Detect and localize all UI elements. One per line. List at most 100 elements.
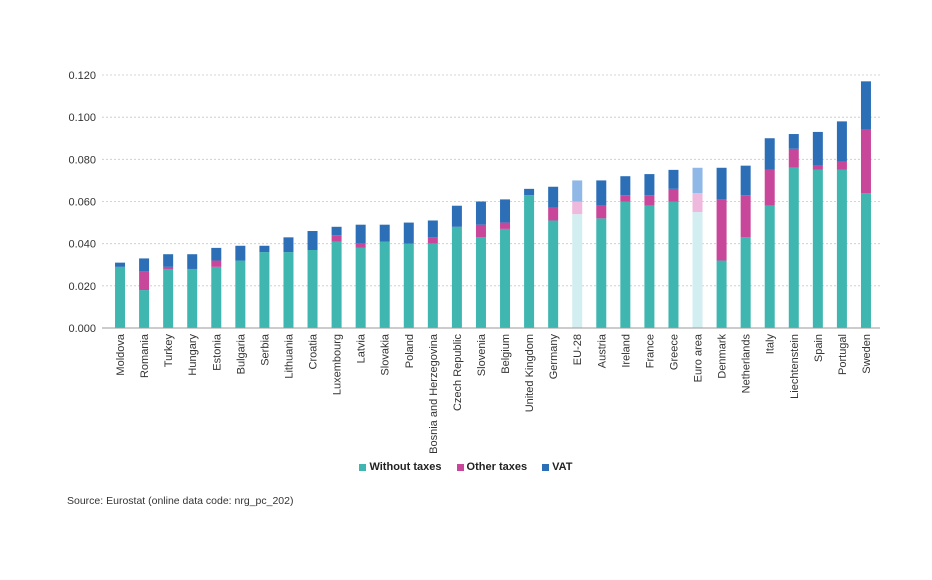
bar-stack xyxy=(596,180,607,328)
bar-segment xyxy=(788,167,799,328)
x-tick-label: Belgium xyxy=(500,334,512,374)
bar-segment xyxy=(403,243,414,328)
bar-segment xyxy=(403,222,414,244)
bars xyxy=(115,81,871,328)
bar-segment xyxy=(548,207,559,221)
x-tick-label: Lithuania xyxy=(283,333,295,379)
x-tick-label: Hungary xyxy=(187,334,199,376)
bar-segment xyxy=(307,231,318,250)
y-tick-label: 0.000 xyxy=(68,323,96,335)
x-tick-label: Spain xyxy=(813,334,825,362)
bar-stack xyxy=(788,134,799,328)
bar-segment xyxy=(500,228,511,328)
bar-segment xyxy=(259,245,270,253)
y-tick-label: 0.020 xyxy=(68,281,96,293)
bar-segment xyxy=(500,199,511,223)
x-axis-tick-labels: Moldova Romania Turkey Hungary Estonia Bulgar… xyxy=(115,333,873,454)
x-tick-label: Estonia xyxy=(211,333,223,371)
bar-stack xyxy=(860,81,871,328)
y-tick-label: 0.100 xyxy=(68,112,96,124)
bar-segment xyxy=(451,205,462,227)
x-tick-label: Moldova xyxy=(115,333,127,375)
bar-stack xyxy=(740,165,751,328)
x-tick-label: Latvia xyxy=(356,333,368,363)
bar-segment xyxy=(187,268,198,328)
bar-segment xyxy=(475,237,486,328)
x-tick-label: Italy xyxy=(765,334,777,355)
bar-segment xyxy=(860,193,871,328)
bar-segment xyxy=(355,224,366,244)
source-note: Source: Eurostat (online data code: nrg_… xyxy=(67,495,294,507)
bar-segment xyxy=(115,266,126,328)
bar-stack xyxy=(163,254,174,328)
bar-segment xyxy=(427,237,438,244)
bar-segment xyxy=(331,241,342,328)
bar-segment xyxy=(451,226,462,328)
bar-stack xyxy=(379,224,390,328)
bar-stack xyxy=(524,188,535,328)
bar-segment xyxy=(764,138,775,170)
bar-segment xyxy=(235,260,246,328)
x-tick-label: Netherlands xyxy=(741,334,753,394)
bar-segment xyxy=(500,222,511,229)
bar-stack xyxy=(836,121,847,328)
bar-segment xyxy=(427,243,438,328)
bar-segment xyxy=(283,252,294,328)
bar-stack xyxy=(764,138,775,328)
bar-stack xyxy=(500,199,511,328)
x-tick-label: Euro area xyxy=(693,333,705,382)
x-tick-label: Bosnia and Herzegovina xyxy=(428,333,440,454)
legend-swatch-without-taxes xyxy=(359,463,367,471)
bar-stack xyxy=(355,224,366,328)
bar-segment xyxy=(860,81,871,130)
bar-segment xyxy=(187,254,198,269)
bar-segment xyxy=(211,260,222,267)
bar-segment xyxy=(427,220,438,238)
bar-segment xyxy=(740,165,751,196)
x-tick-label: Denmark xyxy=(717,334,729,379)
x-tick-label: Luxembourg xyxy=(332,334,344,395)
x-tick-label: Austria xyxy=(596,333,608,368)
bar-segment xyxy=(139,290,150,328)
bar-segment xyxy=(163,254,174,267)
y-axis-tick-labels: 0.000 0.020 0.040 0.060 0.080 0.100 0.120 xyxy=(68,70,96,335)
bar-segment xyxy=(620,201,631,328)
x-tick-label: EU-28 xyxy=(572,334,584,365)
bar-stack xyxy=(716,167,727,328)
bar-stack xyxy=(211,247,222,328)
bar-segment xyxy=(692,212,703,328)
bar-stack xyxy=(259,245,270,328)
bar-segment xyxy=(331,235,342,242)
x-tick-label: France xyxy=(644,334,656,368)
bar-segment xyxy=(307,249,318,328)
legend-swatch-vat xyxy=(542,463,550,471)
x-tick-label: Bulgaria xyxy=(235,333,247,374)
bar-segment xyxy=(139,271,150,291)
bar-segment xyxy=(524,188,535,196)
x-tick-label: Portugal xyxy=(837,334,849,375)
bar-segment xyxy=(524,195,535,328)
bar-stack xyxy=(475,201,486,328)
bar-stack xyxy=(620,176,631,328)
x-tick-label: Liechtenstein xyxy=(789,334,801,399)
bar-segment xyxy=(836,121,847,162)
x-tick-label: Poland xyxy=(404,334,416,368)
bar-segment xyxy=(788,134,799,149)
bar-segment xyxy=(211,247,222,261)
bar-segment xyxy=(692,193,703,213)
bar-segment xyxy=(572,201,583,215)
bar-segment xyxy=(475,224,486,238)
bar-segment xyxy=(235,245,246,261)
y-tick-label: 0.120 xyxy=(68,70,96,82)
bar-segment xyxy=(668,201,679,328)
legend-label-other-taxes: Other taxes xyxy=(466,461,528,473)
x-tick-label: Romania xyxy=(139,333,151,378)
bar-segment xyxy=(860,129,871,194)
bar-stack xyxy=(283,237,294,328)
legend-item-other-taxes: Other taxes xyxy=(456,461,528,473)
bar-segment xyxy=(836,161,847,170)
bar-segment xyxy=(692,167,703,194)
bar-segment xyxy=(668,169,679,189)
bar-segment xyxy=(331,226,342,236)
bar-segment xyxy=(115,262,126,267)
